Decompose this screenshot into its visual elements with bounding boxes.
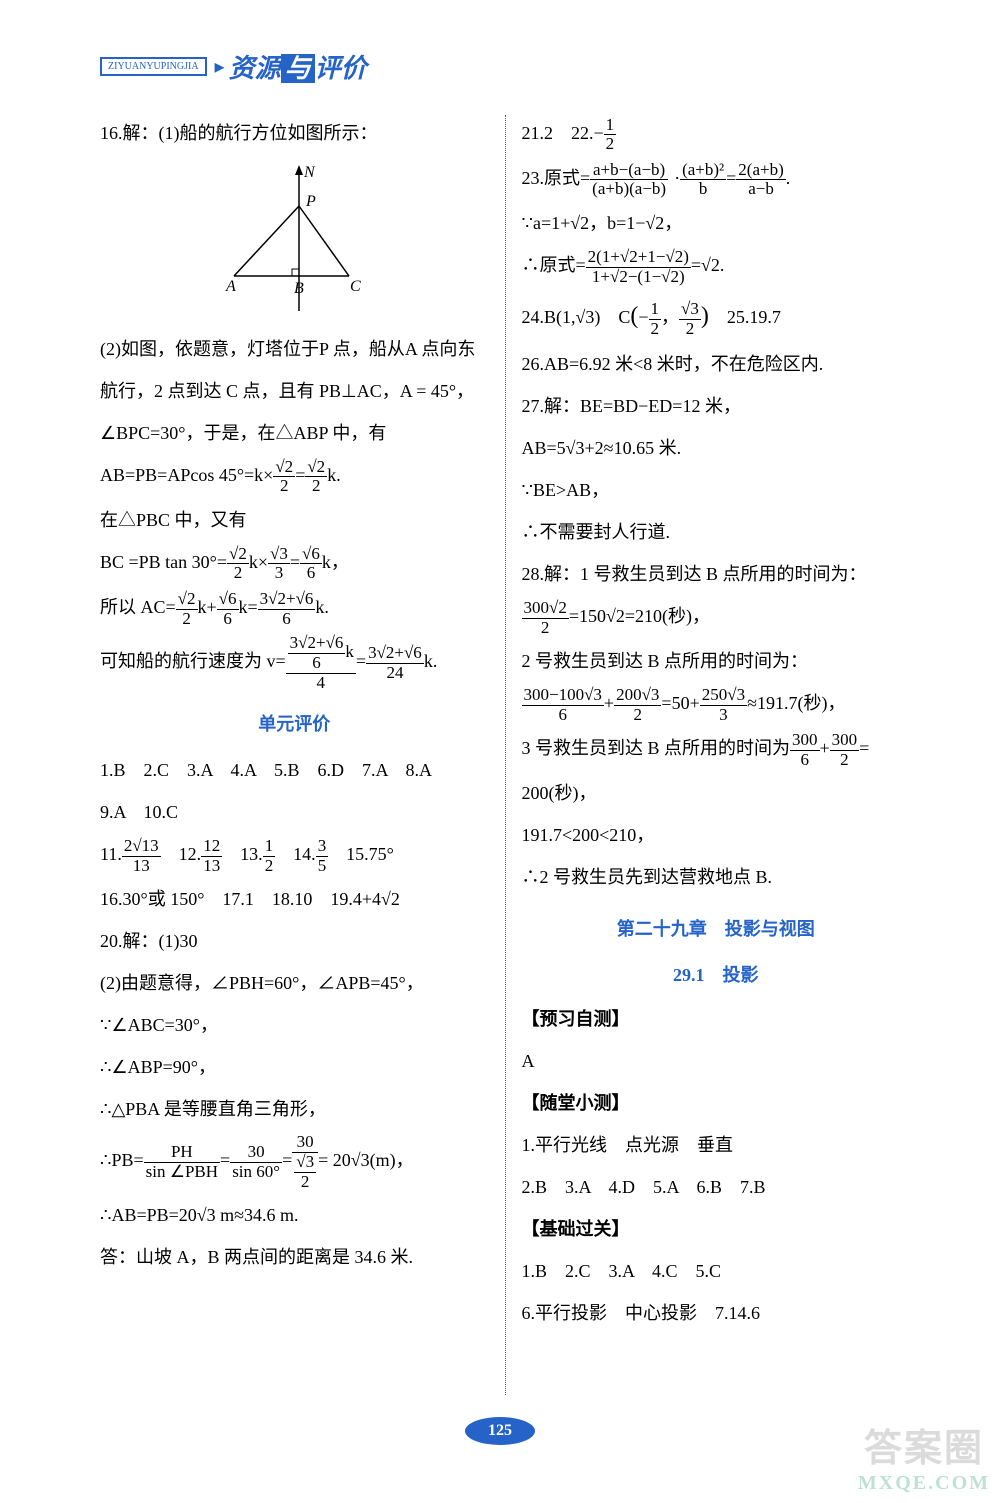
right-column: 21.2 22.−12 23.原式=a+b−(a−b)(a+b)(a−b)·(a…: [522, 115, 911, 1395]
text-line: 在△PBC 中，又有: [100, 502, 489, 538]
text-line: ∠BPC=30°，于是，在△ABP 中，有: [100, 415, 489, 451]
answer-line: 21.2 22.−12: [522, 115, 911, 154]
left-column: 16.解：(1)船的航行方位如图所示： N P A B C (2)如图，依题意，…: [100, 115, 489, 1395]
text-line: ∵∠ABC=30°，: [100, 1007, 489, 1043]
bracket-heading: 【随堂小测】: [522, 1085, 911, 1121]
equation: 23.原式=a+b−(a−b)(a+b)(a−b)·(a+b)²b=2(a+b)…: [522, 160, 911, 199]
answer-line: 2.B 3.A 4.D 5.A 6.B 7.B: [522, 1169, 911, 1205]
text-line: (2)由题意得，∠PBH=60°，∠APB=45°，: [100, 965, 489, 1001]
text-line: 28.解：1 号救生员到达 B 点所用的时间为：: [522, 556, 911, 592]
header-pinyin: ZIYUANYUPINGJIA: [100, 57, 207, 76]
text-line: ∴2 号救生员先到达营救地点 B.: [522, 859, 911, 895]
answer-line: 9.A 10.C: [100, 794, 489, 830]
text-line: ∴不需要封人行道.: [522, 514, 911, 550]
svg-text:P: P: [305, 193, 316, 210]
arrow-icon: ▸: [215, 54, 225, 79]
equation: 可知船的航行速度为 v=3√2+√66k4=3√2+√624k.: [100, 634, 489, 692]
equation: 所以 AC=√22k+√66k=3√2+√66k.: [100, 589, 489, 628]
q16-intro: 16.解：(1)船的航行方位如图所示：: [100, 115, 489, 151]
content-area: 16.解：(1)船的航行方位如图所示： N P A B C (2)如图，依题意，…: [100, 115, 910, 1395]
page-number: 125: [465, 1417, 535, 1445]
equation: ∴原式=2(1+√2+1−√2)1+√2−(1−√2)=√2.: [522, 247, 911, 286]
svg-text:B: B: [294, 280, 304, 297]
equation: AB=PB=APcos 45°=k×√22=√22k.: [100, 457, 489, 496]
text-line: 27.解：BE=BD−ED=12 米，: [522, 388, 911, 424]
answer-line: 1.B 2.C 3.A 4.C 5.C: [522, 1253, 911, 1289]
text-line: 20.解：(1)30: [100, 923, 489, 959]
bracket-heading: 【预习自测】: [522, 1001, 911, 1037]
text-line: ∵BE>AB，: [522, 472, 911, 508]
chapter-title: 第二十九章 投影与视图: [522, 911, 911, 947]
text-line: 26.AB=6.92 米<8 米时，不在危险区内.: [522, 346, 911, 382]
page-header: ZIYUANYUPINGJIA ▸ 资源与评价: [100, 48, 367, 85]
svg-text:N: N: [303, 164, 316, 181]
answer-line: 1.平行光线 点光源 垂直: [522, 1127, 911, 1163]
text-line: ∴AB=PB=20√3 m≈34.6 m.: [100, 1197, 489, 1233]
text-line: AB=5√3+2≈10.65 米.: [522, 430, 911, 466]
answer-line: 11.2√1313 12.1213 13.12 14.35 15.75°: [100, 836, 489, 875]
bracket-heading: 【基础过关】: [522, 1211, 911, 1247]
watermark: 答案圈 MXQE.COM: [858, 1417, 990, 1495]
header-title: 资源与评价: [229, 48, 367, 85]
answer-line: 1.B 2.C 3.A 4.A 5.B 6.D 7.A 8.A: [100, 752, 489, 788]
equation: 300−100√36+200√32=50+250√33≈191.7(秒)，: [522, 685, 911, 724]
answer-line: 16.30°或 150° 17.1 18.10 19.4+4√2: [100, 881, 489, 917]
triangle-diagram: N P A B C: [100, 161, 489, 321]
text-line: ∴∠ABP=90°，: [100, 1049, 489, 1085]
answer-line: 6.平行投影 中心投影 7.14.6: [522, 1295, 911, 1331]
svg-text:C: C: [350, 278, 361, 295]
text-line: 200(秒)，: [522, 775, 911, 811]
text-line: (2)如图，依题意，灯塔位于P 点，船从A 点向东: [100, 331, 489, 367]
text-line: ∴△PBA 是等腰直角三角形，: [100, 1091, 489, 1127]
text-line: ∵a=1+√2，b=1−√2，: [522, 205, 911, 241]
column-divider: [505, 115, 506, 1395]
text-line: 航行，2 点到达 C 点，且有 PB⊥AC，A = 45°，: [100, 373, 489, 409]
equation: BC =PB tan 30°=√22k×√33=√66k，: [100, 544, 489, 583]
answer-line: A: [522, 1043, 911, 1079]
answer-line: 24.B(1,√3) C(−12，√32) 25.19.7: [522, 292, 911, 340]
equation: 300√22=150√2=210(秒)，: [522, 598, 911, 637]
equation: 3 号救生员到达 B 点所用的时间为3006+3002=: [522, 730, 911, 769]
text-line: 答：山坡 A，B 两点间的距离是 34.6 米.: [100, 1239, 489, 1275]
unit-title: 单元评价: [100, 706, 489, 742]
text-line: 191.7<200<210，: [522, 817, 911, 853]
section-title: 29.1 投影: [522, 957, 911, 993]
text-line: 2 号救生员到达 B 点所用的时间为：: [522, 643, 911, 679]
equation: ∴PB=PHsin ∠PBH=30sin 60°=30√32= 20√3(m)，: [100, 1133, 489, 1191]
svg-text:A: A: [225, 278, 236, 295]
